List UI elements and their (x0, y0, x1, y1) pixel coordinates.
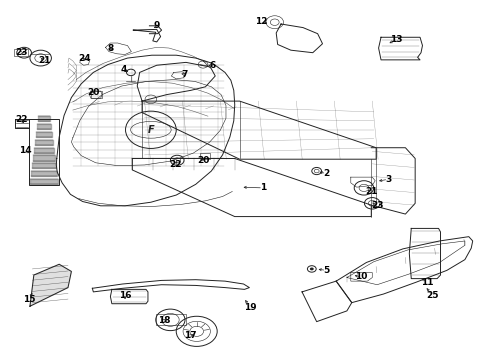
Text: 7: 7 (182, 70, 188, 79)
Text: 17: 17 (183, 332, 196, 341)
Text: 22: 22 (15, 115, 27, 124)
Bar (91, 91, 102, 98)
Bar (29, 119, 59, 185)
Text: 12: 12 (255, 17, 267, 26)
Bar (199, 153, 210, 159)
Text: 8: 8 (107, 44, 113, 53)
Text: 22: 22 (169, 161, 181, 170)
Circle shape (309, 267, 313, 270)
Text: 9: 9 (153, 21, 160, 30)
Text: 2: 2 (323, 169, 329, 178)
Text: 21: 21 (364, 187, 377, 196)
Text: 19: 19 (244, 303, 256, 312)
Text: 3: 3 (385, 175, 391, 184)
Text: 14: 14 (19, 146, 31, 155)
Text: 23: 23 (370, 201, 383, 210)
Text: 24: 24 (78, 54, 91, 63)
Text: 25: 25 (425, 291, 438, 300)
Text: 4: 4 (120, 65, 126, 74)
Text: 5: 5 (323, 266, 329, 275)
Text: 10: 10 (355, 272, 367, 281)
Text: 11: 11 (420, 278, 433, 287)
Text: F: F (147, 125, 154, 135)
Text: 13: 13 (389, 35, 402, 44)
Text: 20: 20 (87, 87, 100, 96)
Bar (14, 49, 28, 56)
Polygon shape (30, 264, 71, 306)
Text: 1: 1 (260, 183, 265, 192)
Text: 15: 15 (22, 294, 35, 303)
Text: 18: 18 (158, 316, 170, 325)
Text: 20: 20 (197, 156, 209, 165)
Bar (156, 315, 185, 325)
Text: 23: 23 (15, 48, 27, 57)
Text: 6: 6 (209, 62, 216, 71)
Text: 16: 16 (119, 291, 131, 300)
Text: 21: 21 (38, 57, 51, 66)
